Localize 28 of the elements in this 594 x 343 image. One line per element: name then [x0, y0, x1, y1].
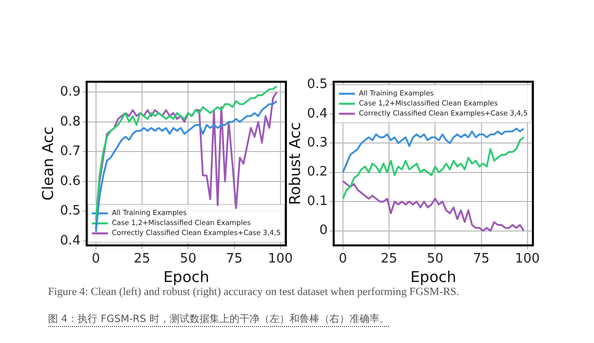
x-tick-label: 75 [472, 252, 490, 267]
y-tick-label: 0.4 [306, 106, 328, 122]
y-tick-label: 0.2 [306, 164, 328, 180]
y-tick-label: 0.6 [60, 174, 81, 189]
caption: 图 4：执行 FGSM-RS 时，测试数据集上的干净（左）和鲁棒（右）准确率。 [48, 312, 390, 327]
x-tick-label: 50 [180, 252, 196, 267]
y-tick-label: 0.5 [306, 77, 328, 92]
y-tick-label: 0.4 [60, 233, 81, 248]
y-tick-label: 0.3 [306, 136, 328, 151]
y-tick-label: 0 [319, 223, 328, 238]
y-tick-label: 0.5 [60, 204, 81, 219]
x-tick-label: 75 [226, 252, 243, 267]
x-tick-label: 100 [268, 252, 293, 267]
caption: Figure 4: Clean (left) and robust (right) accuracy on test dataset when performing FGSM-RS. [48, 286, 460, 298]
x-axis-title: Epoch [410, 268, 456, 286]
y-tick-label: 0.9 [60, 84, 81, 100]
y-tick-label: 0.8 [60, 114, 81, 130]
x-tick-label: 25 [380, 252, 398, 267]
y-axis-title: Robust Acc [286, 122, 304, 206]
y-tick-label: 0.1 [306, 194, 328, 209]
y-axis-title: Clean Acc [38, 126, 57, 201]
x-axis-title: Epoch [163, 268, 210, 286]
y-tick-label: 0.7 [60, 144, 81, 160]
x-tick-label: 25 [134, 252, 150, 267]
x-tick-label: 100 [514, 252, 540, 267]
x-tick-label: 0 [92, 252, 100, 267]
x-tick-label: 0 [338, 252, 348, 267]
x-tick-label: 50 [426, 252, 444, 267]
